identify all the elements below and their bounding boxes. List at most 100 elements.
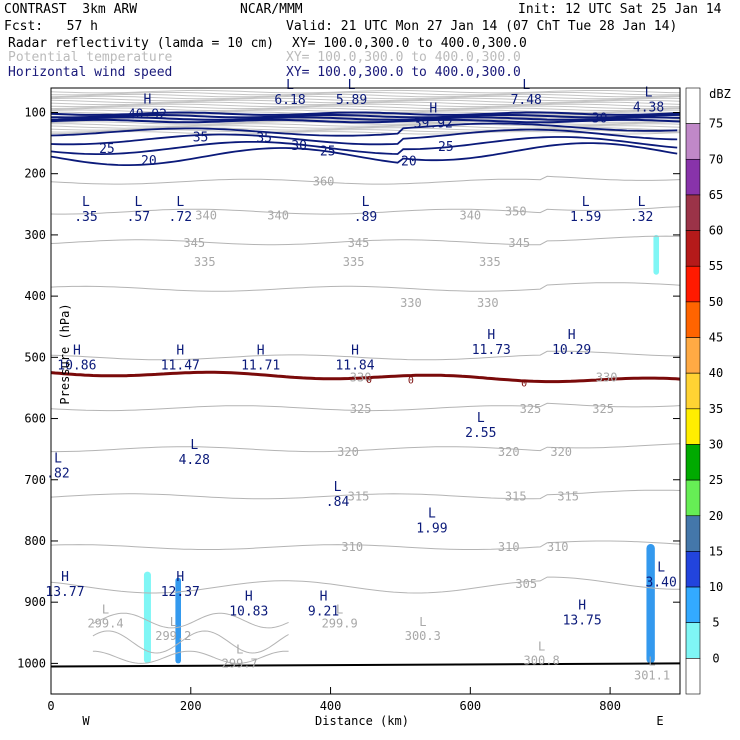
colorbar-level-label: 30: [709, 437, 723, 451]
y-tick-label: 800: [24, 534, 46, 548]
theta-contour-label: 345: [183, 236, 205, 250]
wind-extremum-marker: L: [362, 195, 370, 210]
colorbar-level-label: 40: [709, 366, 723, 380]
colorbar-swatch: [685, 230, 701, 267]
theta-extremum-marker: L: [102, 603, 109, 617]
theta-contour-label: 345: [348, 236, 370, 250]
theta-boundary-line: [92, 650, 289, 664]
wind-jet-core-line: [51, 111, 680, 116]
freezing-level-label: 0: [521, 378, 527, 389]
colorbar-unit: dBZ: [709, 87, 731, 101]
ground-line: [51, 662, 680, 668]
forecast-hour: Fcst: 57 h: [4, 19, 98, 34]
colorbar-swatch: [685, 479, 701, 517]
theta-contour-line: [51, 489, 680, 500]
theta-contour-line: [51, 235, 680, 246]
theta-extremum-value: 300.3: [405, 629, 441, 643]
wind-extremum-value: 11.84: [335, 358, 374, 373]
colorbar-level-label: 0: [712, 651, 719, 665]
wind-extremum-value: 12.37: [161, 585, 200, 600]
theta-contour-label: 320: [498, 445, 520, 459]
theta-contour-label: 335: [479, 255, 501, 269]
freezing-level-label: 0: [366, 375, 372, 386]
theta-contour-label: 340: [195, 208, 217, 222]
theta-upper-line: [51, 107, 680, 111]
theta-contour-label: 350: [505, 205, 527, 219]
wind-extremum-marker: L: [657, 561, 665, 576]
wind-extremum-marker: L: [638, 195, 646, 210]
init-time: Init: 12 UTC Sat 25 Jan 14: [518, 2, 722, 17]
wind-extremum-value: 11.71: [241, 358, 280, 373]
theta-contour-label: 330: [596, 371, 618, 385]
wind-extremum-marker: H: [578, 599, 586, 614]
wind-extremum-marker: L: [134, 195, 142, 210]
theta-extremum-marker: L: [648, 655, 655, 669]
reflectivity-layer: [143, 234, 660, 664]
wind-extremum-value: .89: [354, 210, 377, 225]
wind-extremum-marker: L: [334, 480, 342, 495]
field-xy-reflectivity: XY= 100.0,300.0 to 400.0,300.0: [292, 36, 527, 51]
colorbar-level-label: 60: [709, 224, 723, 238]
wind-extremum-value: 7.48: [511, 93, 542, 108]
wind-extremum-value: 11.47: [161, 358, 200, 373]
colorbar-swatch: [685, 123, 701, 160]
x-axis-label: Distance (km): [315, 714, 409, 728]
x-tick-label: 200: [180, 699, 202, 713]
wind-contour-label: 20: [141, 154, 157, 169]
wind-extremum-value: 11.73: [472, 343, 511, 358]
theta-extremum-value: 299.7: [222, 656, 258, 670]
wind-extremum-marker: L: [54, 452, 62, 467]
theta-extremum-value: 299.9: [322, 617, 358, 631]
wind-extremum-value: 10.29: [552, 343, 591, 358]
wind-contour-line: [51, 122, 678, 137]
field-name-reflectivity: Radar reflectivity (lamda = 10 cm): [8, 36, 275, 51]
colorbar-level-label: 70: [709, 152, 723, 166]
theta-extremum-marker: L: [336, 603, 343, 617]
organization: NCAR/MMM: [240, 2, 303, 17]
field-name-wind: Horizontal wind speed: [8, 65, 173, 80]
wind-extremum-value: .35: [74, 210, 97, 225]
theta-contour-line: [51, 540, 680, 550]
wind-extremum-value: 10.83: [229, 604, 268, 619]
reflectivity-cell: [143, 571, 151, 664]
theta-upper-line: [51, 95, 680, 100]
theta-extremum-marker: L: [236, 642, 243, 656]
freezing-level-line: [51, 370, 680, 384]
wind-extremum-marker: L: [477, 411, 485, 426]
colorbar-level-label: 65: [709, 188, 723, 202]
y-tick-label: 900: [24, 595, 46, 609]
theta-contour-line: [51, 175, 680, 185]
theta-contour-label: 340: [459, 208, 481, 222]
y-tick-label: 400: [24, 289, 46, 303]
theta-boundary-line: [92, 612, 289, 629]
plot-frame: [50, 87, 681, 695]
wind-extremum-value: 2.55: [465, 426, 496, 441]
theta-contour-label: 360: [313, 175, 335, 189]
colorbar-swatch: [685, 551, 701, 588]
theta-contour-label: 330: [477, 296, 499, 310]
wind-extremum-marker: L: [82, 195, 90, 210]
wind-extremum-value: 4.28: [179, 453, 210, 468]
colorbar-level-label: 75: [709, 117, 723, 131]
wind-extremum-value: .84: [326, 495, 350, 510]
colorbar-level-label: 45: [709, 331, 723, 345]
wind-extremum-marker: L: [176, 195, 184, 210]
wind-extremum-value: 13.75: [563, 614, 602, 629]
theta-contour-label: 335: [194, 255, 216, 269]
wind-extremum-marker: H: [245, 589, 253, 604]
wind-contour-line: [51, 142, 678, 166]
wind-contour-label: 20: [401, 154, 417, 169]
wind-jet-core-line: [51, 118, 680, 124]
theta-upper-line: [51, 97, 680, 102]
theta-upper-line: [51, 101, 680, 106]
wind-contour-label: 30: [291, 139, 307, 154]
wind-extremum-marker: H: [176, 343, 184, 358]
theta-upper-line: [51, 99, 680, 104]
y-tick-label: 100: [24, 105, 46, 119]
y-tick-label: 1000: [17, 656, 46, 670]
theta-upper-line: [51, 121, 680, 125]
colorbar-level-label: 20: [709, 509, 723, 523]
colorbar-swatch: [685, 622, 701, 659]
colorbar-level-label: 15: [709, 544, 723, 558]
colorbar-level-label: 35: [709, 402, 723, 416]
